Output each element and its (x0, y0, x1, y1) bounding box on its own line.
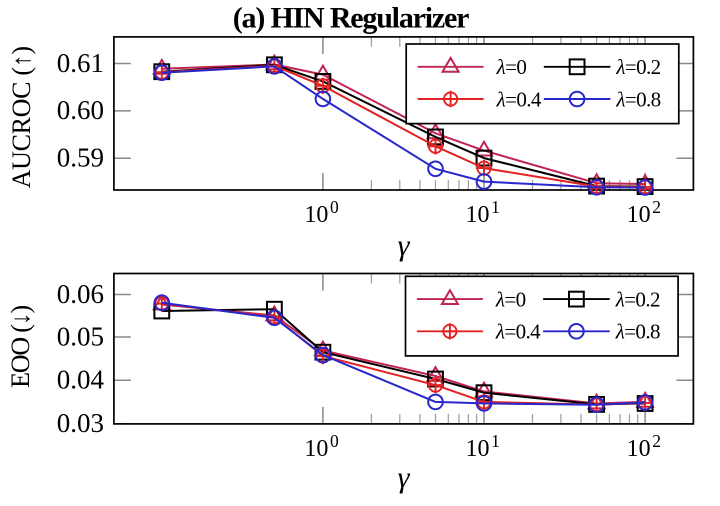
svg-text:0.03: 0.03 (57, 408, 104, 438)
svg-text:λ=0.2: λ=0.2 (615, 55, 660, 79)
svg-text:λ=0.8: λ=0.8 (615, 87, 660, 111)
svg-text:(a) HIN Regularizer: (a) HIN Regularizer (233, 2, 469, 35)
svg-text:0: 0 (330, 197, 339, 217)
svg-text:10: 10 (466, 436, 490, 462)
svg-text:EOO (↓): EOO (↓) (6, 306, 35, 388)
svg-text:λ=0.8: λ=0.8 (615, 320, 660, 344)
svg-text:0: 0 (330, 431, 339, 451)
svg-text:10: 10 (627, 202, 651, 228)
svg-text:λ=0: λ=0 (496, 55, 527, 79)
svg-text:0.06: 0.06 (57, 279, 104, 309)
svg-text:10: 10 (627, 436, 651, 462)
svg-text:10: 10 (304, 436, 328, 462)
svg-text:0.59: 0.59 (57, 143, 104, 173)
svg-text:0.05: 0.05 (57, 321, 104, 351)
svg-text:λ=0.2: λ=0.2 (615, 287, 660, 311)
svg-text:γ: γ (398, 229, 411, 262)
svg-text:0.04: 0.04 (57, 365, 105, 395)
svg-text:10: 10 (304, 202, 328, 228)
svg-text:2: 2 (652, 431, 661, 451)
svg-text:2: 2 (652, 197, 661, 217)
svg-text:λ=0.4: λ=0.4 (495, 320, 541, 344)
svg-text:AUCROC (↑): AUCROC (↑) (7, 46, 36, 188)
svg-text:0.61: 0.61 (57, 48, 104, 78)
svg-text:1: 1 (491, 197, 500, 217)
svg-text:γ: γ (398, 461, 411, 494)
svg-text:λ=0: λ=0 (495, 287, 526, 311)
svg-text:λ=0.4: λ=0.4 (496, 87, 542, 111)
svg-text:10: 10 (466, 202, 490, 228)
svg-text:0.60: 0.60 (57, 95, 104, 125)
svg-text:1: 1 (491, 431, 500, 451)
